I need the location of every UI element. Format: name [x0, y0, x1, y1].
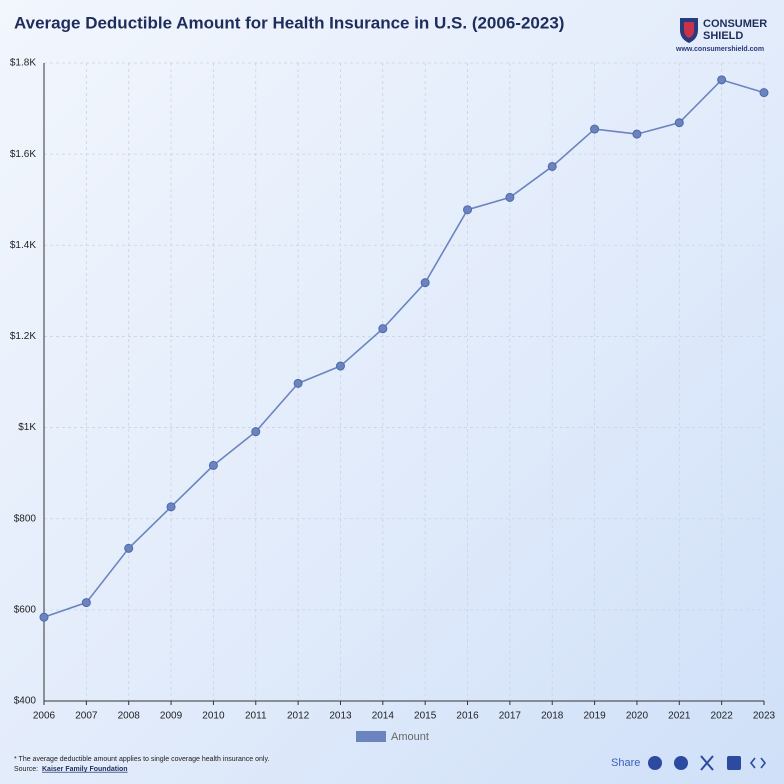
linkedin-icon[interactable]	[727, 756, 741, 770]
share-icons	[648, 755, 767, 771]
point	[208, 460, 218, 470]
brand-logo: CONSUMER SHIELD www.consumershield.com	[675, 18, 767, 53]
point	[547, 161, 557, 171]
brand-name: SHIELD	[703, 30, 743, 42]
x-tick-label: 2006	[33, 711, 56, 722]
legend-label: Amount	[391, 731, 429, 743]
x-tick-label: 2015	[414, 711, 437, 722]
x-icon[interactable]	[700, 755, 714, 771]
x-tick-label: 2021	[668, 711, 691, 722]
y-tick-label: $1.2K	[10, 331, 36, 342]
source-label: Source:	[14, 766, 38, 773]
point	[505, 192, 515, 202]
x-tick-label: 2019	[583, 711, 606, 722]
x-tick-label: 2010	[202, 711, 225, 722]
y-tick-label: $1.6K	[10, 149, 36, 160]
brand-name: CONSUMER	[703, 18, 767, 30]
source-link[interactable]: Kaiser Family Foundation	[42, 766, 128, 773]
embed-icon[interactable]	[749, 757, 767, 769]
brand-url: www.consumershield.com	[675, 46, 764, 53]
chart-title: Average Deductible Amount for Health Ins…	[14, 13, 564, 32]
x-tick-label: 2017	[499, 711, 522, 722]
point	[590, 124, 600, 134]
y-tick-label: $400	[14, 696, 37, 707]
footnote: * The average deductible amount applies …	[14, 756, 269, 763]
point	[717, 75, 727, 85]
y-tick-label: $600	[14, 604, 37, 615]
facebook-icon[interactable]	[648, 756, 662, 770]
x-tick-label: 2016	[456, 711, 479, 722]
share-label: Share	[611, 757, 640, 769]
point	[293, 378, 303, 388]
plot-area: $400 $600 $800 $1K $1.2K $1.4K $1.6K $1.8K 2006 2…	[10, 58, 776, 722]
reddit-icon[interactable]	[674, 756, 688, 770]
x-tick-label: 2013	[329, 711, 352, 722]
point	[81, 598, 91, 608]
x-tick-label: 2011	[245, 711, 267, 722]
point	[251, 427, 261, 437]
x-tick-label: 2022	[711, 711, 734, 722]
point	[759, 88, 769, 98]
y-tick-label: $1.8K	[10, 58, 36, 69]
shield-stripe	[684, 22, 694, 38]
point	[632, 129, 642, 139]
x-tick-label: 2008	[118, 711, 141, 722]
y-tick-label: $1.4K	[10, 240, 36, 251]
legend-swatch	[356, 731, 386, 742]
point	[39, 612, 49, 622]
y-tick-label: $1K	[18, 422, 36, 433]
point	[124, 543, 134, 553]
x-tick-label: 2018	[541, 711, 564, 722]
x-tick-label: 2014	[372, 711, 395, 722]
point	[335, 361, 345, 371]
x-tick-label: 2009	[160, 711, 183, 722]
x-tick-label: 2012	[287, 711, 310, 722]
point	[420, 278, 430, 288]
point	[166, 502, 176, 512]
x-tick-label: 2023	[753, 711, 776, 722]
line	[43, 78, 765, 618]
point	[674, 118, 684, 128]
point	[378, 324, 388, 334]
point	[463, 205, 473, 215]
y-tick-label: $800	[14, 513, 37, 524]
x-tick-label: 2007	[75, 711, 98, 722]
x-tick-label: 2020	[626, 711, 649, 722]
legend: Amount	[356, 731, 429, 743]
